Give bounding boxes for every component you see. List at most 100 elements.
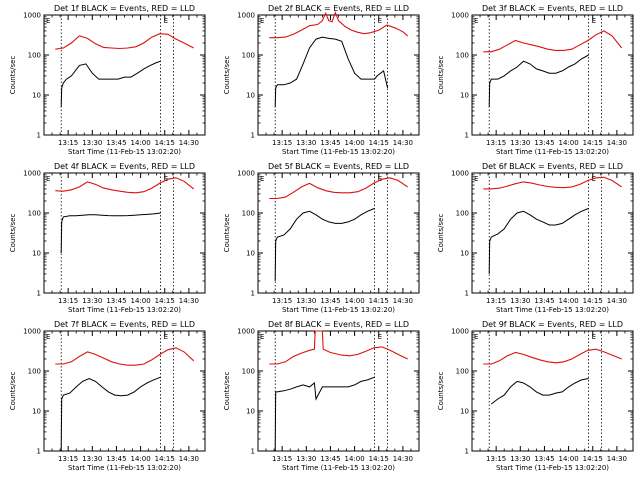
x-axis-label: Start Time (11-Feb-15 13:02:20) bbox=[68, 306, 181, 314]
x-tick-label: 14:30 bbox=[393, 139, 413, 147]
y-tick-label: 100 bbox=[28, 210, 41, 218]
y-tick-label: 10 bbox=[460, 250, 469, 258]
y-tick-label: 1000 bbox=[451, 328, 469, 336]
x-axis-label: Start Time (11-Feb-15 13:02:20) bbox=[282, 306, 395, 314]
x-tick-label: 13:45 bbox=[534, 455, 554, 463]
x-tick-label: 14:30 bbox=[393, 297, 413, 305]
plot-frame bbox=[471, 172, 634, 294]
y-tick-label: 10 bbox=[246, 92, 255, 100]
x-tick-label: 13:15 bbox=[58, 139, 78, 147]
marker-flag-label: E bbox=[378, 175, 382, 183]
y-tick-label: 10 bbox=[460, 92, 469, 100]
marker-flag-label: E bbox=[164, 17, 168, 25]
y-tick-label: 1000 bbox=[237, 328, 255, 336]
lld-series-line bbox=[269, 11, 409, 39]
x-tick-label: 13:15 bbox=[58, 455, 78, 463]
x-tick-label: 14:00 bbox=[131, 455, 151, 463]
marker-flag-label: E bbox=[474, 333, 478, 341]
x-tick-label: 13:30 bbox=[296, 297, 316, 305]
plot-frame bbox=[471, 330, 634, 452]
x-tick-label: 14:00 bbox=[345, 297, 365, 305]
plot-frame bbox=[471, 14, 634, 136]
detector-panel-6: Det 6f BLACK = Events, RED = LLD 1 10 100 10… bbox=[437, 162, 634, 314]
marker-flag-label: E bbox=[378, 333, 382, 341]
plot-frame bbox=[43, 330, 206, 452]
marker-flag-label: E bbox=[260, 333, 264, 341]
x-tick-label: 13:30 bbox=[510, 455, 530, 463]
y-tick-label: 1000 bbox=[237, 12, 255, 20]
x-tick-label: 14:00 bbox=[559, 139, 579, 147]
panel-title: Det 8f BLACK = Events, RED = LLD bbox=[268, 320, 409, 329]
x-tick-label: 14:00 bbox=[345, 139, 365, 147]
y-tick-label: 1 bbox=[465, 132, 469, 140]
panel-title: Det 4f BLACK = Events, RED = LLD bbox=[54, 162, 195, 171]
y-tick-label: 1000 bbox=[237, 170, 255, 178]
lld-series-line bbox=[55, 347, 195, 366]
x-tick-label: 14:00 bbox=[559, 455, 579, 463]
y-tick-label: 1000 bbox=[23, 328, 41, 336]
events-series-line bbox=[490, 378, 589, 405]
x-tick-label: 13:30 bbox=[82, 297, 102, 305]
marker-flag-label: E bbox=[260, 17, 264, 25]
y-tick-label: 1 bbox=[465, 448, 469, 456]
x-tick-label: 13:45 bbox=[320, 455, 340, 463]
marker-flag-label: E bbox=[474, 175, 478, 183]
plot-frame bbox=[257, 14, 420, 136]
y-axis-label: Counts/sec bbox=[223, 372, 231, 411]
x-tick-label: 14:15 bbox=[583, 139, 603, 147]
lld-series-line bbox=[269, 330, 408, 365]
x-tick-label: 13:15 bbox=[272, 139, 292, 147]
x-axis-label: Start Time (11-Feb-15 13:02:20) bbox=[496, 306, 609, 314]
lld-series-line bbox=[483, 348, 622, 365]
marker-flag-label: E bbox=[592, 333, 596, 341]
detector-panel-4: Det 4f BLACK = Events, RED = LLD 1 10 100 10… bbox=[9, 162, 206, 314]
y-tick-label: 1 bbox=[251, 290, 255, 298]
x-tick-label: 13:30 bbox=[296, 139, 316, 147]
x-tick-label: 14:15 bbox=[583, 455, 603, 463]
x-tick-label: 14:15 bbox=[369, 297, 389, 305]
panel-title: Det 1f BLACK = Events, RED = LLD bbox=[54, 4, 195, 13]
x-tick-label: 14:00 bbox=[131, 139, 151, 147]
x-tick-label: 13:30 bbox=[510, 297, 530, 305]
y-tick-label: 10 bbox=[246, 250, 255, 258]
y-axis-label: Counts/sec bbox=[9, 56, 17, 95]
marker-flag-label: E bbox=[378, 17, 382, 25]
y-tick-label: 10 bbox=[460, 408, 469, 416]
x-tick-label: 14:30 bbox=[393, 455, 413, 463]
x-axis-label: Start Time (11-Feb-15 13:02:20) bbox=[496, 148, 609, 156]
x-tick-label: 13:30 bbox=[82, 139, 102, 147]
y-tick-label: 1000 bbox=[451, 170, 469, 178]
x-tick-label: 14:15 bbox=[155, 455, 175, 463]
y-axis-label: Counts/sec bbox=[223, 214, 231, 253]
x-tick-label: 14:00 bbox=[345, 455, 365, 463]
detector-panel-9: Det 9f BLACK = Events, RED = LLD 1 10 100 10… bbox=[437, 320, 634, 472]
panel-title: Det 2f BLACK = Events, RED = LLD bbox=[268, 4, 409, 13]
x-tick-label: 13:30 bbox=[296, 455, 316, 463]
y-tick-label: 100 bbox=[28, 368, 41, 376]
lld-series-line bbox=[269, 177, 409, 200]
y-axis-label: Counts/sec bbox=[223, 56, 231, 95]
x-tick-label: 13:15 bbox=[486, 297, 506, 305]
lld-series-line bbox=[55, 33, 194, 50]
y-tick-label: 100 bbox=[28, 52, 41, 60]
marker-flag-label: E bbox=[46, 333, 50, 341]
x-tick-label: 13:45 bbox=[534, 297, 554, 305]
x-tick-label: 14:30 bbox=[607, 139, 627, 147]
marker-flag-label: E bbox=[260, 175, 264, 183]
x-tick-label: 13:15 bbox=[486, 139, 506, 147]
panel-title: Det 6f BLACK = Events, RED = LLD bbox=[482, 162, 623, 171]
plot-frame bbox=[257, 172, 420, 294]
detector-panel-1: Det 1f BLACK = Events, RED = LLD 1 10 100 10… bbox=[9, 4, 206, 156]
detector-panel-7: Det 7f BLACK = Events, RED = LLD 1 10 100 10… bbox=[9, 320, 206, 472]
x-tick-label: 13:15 bbox=[272, 455, 292, 463]
events-series-line bbox=[274, 376, 375, 452]
events-series-line bbox=[274, 207, 375, 282]
detector-panel-8: Det 8f BLACK = Events, RED = LLD 1 10 100 10… bbox=[223, 320, 420, 472]
x-tick-label: 13:30 bbox=[82, 455, 102, 463]
x-tick-label: 14:15 bbox=[583, 297, 603, 305]
x-axis-label: Start Time (11-Feb-15 13:02:20) bbox=[282, 464, 395, 472]
lld-series-line bbox=[483, 30, 623, 53]
y-tick-label: 1 bbox=[37, 448, 41, 456]
y-axis-label: Counts/sec bbox=[9, 214, 17, 253]
